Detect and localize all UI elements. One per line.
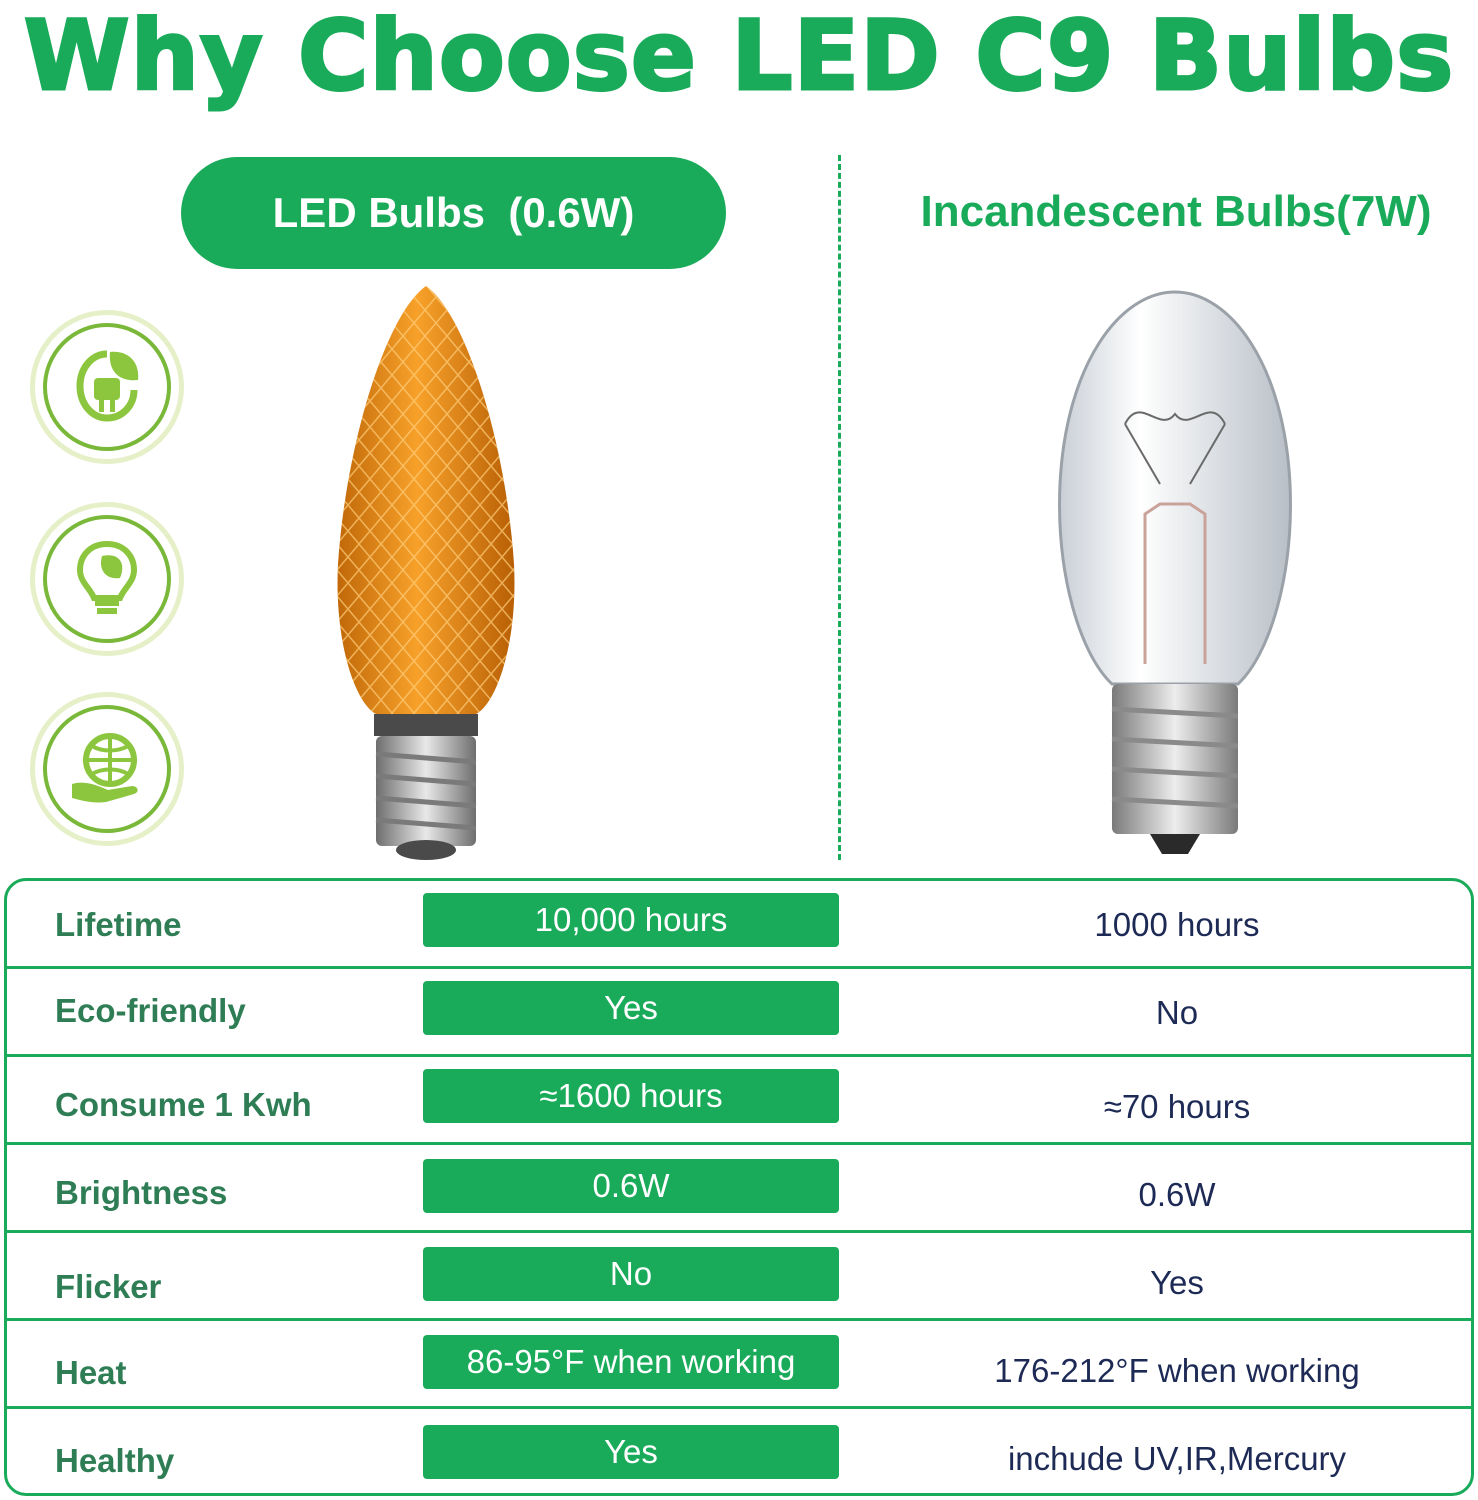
row-label-brightness: Brightness [55,1174,228,1211]
table-row: Lifetime 10,000 hours 1000 hours [7,881,1471,969]
led-value-brightness: 0.6W [423,1159,839,1213]
led-value-consume-kwh: ≈1600 hours [423,1069,839,1123]
incandescent-value-healthy: inchude UV,IR,Mercury [1007,1440,1347,1477]
row-label-lifetime: Lifetime [55,906,182,943]
led-value-healthy: Yes [423,1425,839,1479]
incandescent-value-consume-kwh: ≈70 hours [1103,1088,1251,1125]
incandescent-value-eco-friendly: No [1155,994,1199,1031]
led-value-lifetime: 10,000 hours [423,893,839,947]
row-label-heat: Heat [55,1354,127,1391]
row-label-flicker: Flicker [55,1268,162,1305]
leaf-lightbulb-icon [30,502,184,656]
hand-globe-icon [30,692,184,846]
comparison-table: Lifetime 10,000 hours 1000 hours Eco-fri… [4,878,1474,1496]
incandescent-value-brightness: 0.6W [1138,1176,1216,1213]
eco-plug-icon [30,310,184,464]
column-divider [838,155,841,860]
table-row: Eco-friendly Yes No [7,969,1471,1057]
table-row: Healthy Yes inchude UV,IR,Mercury [7,1409,1471,1493]
row-label-eco-friendly: Eco-friendly [55,992,246,1029]
incandescent-value-lifetime: 1000 hours [1094,906,1260,943]
led-bulb-image [337,286,515,860]
page-title: Why Choose LED C9 Bulbs [22,0,1455,114]
led-value-eco-friendly: Yes [423,981,839,1035]
incandescent-value-flicker: Yes [1150,1264,1204,1301]
led-bulbs-header: LED Bulbs (0.6W) [181,157,726,269]
incandescent-bulb-image [1058,290,1292,854]
table-row: Flicker No Yes [7,1233,1471,1321]
table-row: Consume 1 Kwh ≈1600 hours ≈70 hours [7,1057,1471,1145]
table-row: Brightness 0.6W 0.6W [7,1145,1471,1233]
led-value-flicker: No [423,1247,839,1301]
led-value-heat: 86-95°F when working [423,1335,839,1389]
row-label-healthy: Healthy [55,1442,175,1479]
row-label-consume-kwh: Consume 1 Kwh [55,1086,312,1123]
table-row: Heat 86-95°F when working 176-212°F when… [7,1321,1471,1409]
incandescent-value-heat: 176-212°F when working [994,1352,1360,1389]
incandescent-bulbs-header: Incandescent Bulbs(7W) [920,187,1432,236]
